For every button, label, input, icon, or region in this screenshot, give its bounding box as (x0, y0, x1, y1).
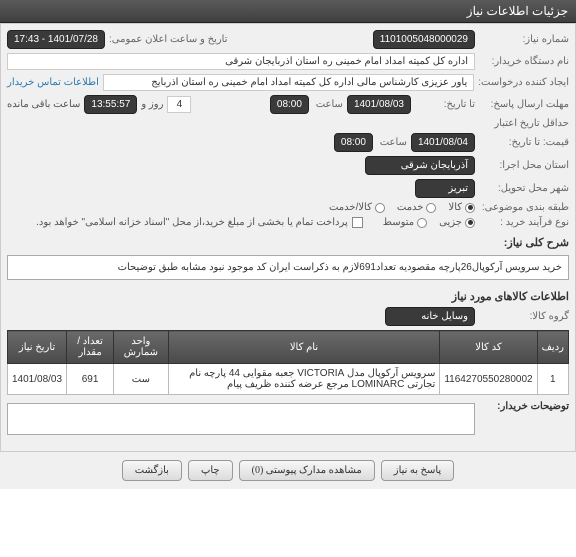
field-announce-datetime: 1401/07/28 - 17:43 (7, 30, 105, 49)
radio-partial[interactable]: جزیی (439, 217, 475, 228)
payment-note: پرداخت تمام یا بخشی از مبلغ خرید،از محل … (36, 217, 348, 228)
label-day-and: روز و (141, 99, 163, 110)
label-reply-deadline: مهلت ارسال پاسخ: (479, 99, 569, 110)
radio-goods-label: کالا (448, 202, 462, 213)
field-valid-date: 1401/08/04 (411, 133, 475, 152)
label-time-remain: ساعت باقی مانده (7, 99, 80, 110)
th-code: کد کالا (440, 331, 537, 364)
label-categorize: طبقه بندی موضوعی: (479, 202, 569, 213)
cell-idx: 1 (537, 364, 568, 395)
label-requester: ایجاد کننده درخواست: (478, 77, 569, 88)
print-button[interactable]: چاپ (188, 460, 233, 481)
contact-link[interactable]: اطلاعات تماس خریدار (7, 77, 99, 88)
category-radio-group: کالا خدمت کالا/خدمت (329, 202, 475, 213)
field-requester: یاور عزیزی کارشناس مالی اداره کل کمیته ا… (103, 74, 474, 91)
th-date: تاریخ نیاز (8, 331, 67, 364)
radio-goods[interactable]: کالا (448, 202, 475, 213)
label-exec-loc: استان محل اجرا: (479, 160, 569, 171)
label-purchase-type: نوع فرآیند خرید : (479, 217, 569, 228)
label-price-to: قیمت: تا تاریخ: (479, 137, 569, 148)
field-deadline-time: 08:00 (270, 95, 309, 114)
label-to-date: تا تاریخ: (415, 99, 475, 110)
label-buyer-notes: توضیحات خریدار: (479, 401, 569, 412)
radio-service-label: خدمت (397, 202, 424, 213)
label-at-1: ساعت (313, 99, 343, 110)
goods-table: ردیف کد کالا نام کالا واحد شمارش تعداد /… (7, 330, 569, 395)
radio-both[interactable]: کالا/خدمت (329, 202, 385, 213)
back-button[interactable]: بازگشت (122, 460, 182, 481)
table-header-row: ردیف کد کالا نام کالا واحد شمارش تعداد /… (8, 331, 569, 364)
field-valid-time: 08:00 (334, 133, 373, 152)
cell-date: 1401/08/03 (8, 364, 67, 395)
radio-dot-icon (426, 203, 436, 213)
field-deadline-date: 1401/08/03 (347, 95, 411, 114)
radio-medium[interactable]: متوسط (383, 217, 427, 228)
label-buyer-org: نام دستگاه خریدار: (479, 56, 569, 67)
cell-unit: ست (114, 364, 169, 395)
radio-dot-icon (417, 218, 427, 228)
cell-qty: 691 (67, 364, 114, 395)
cell-name: سرویس آرکوپال مدل VICTORIA جعبه مقوایی 4… (168, 364, 440, 395)
form-area: شماره نیاز: 1101005048000029 تاریخ و ساع… (0, 23, 576, 452)
label-announce-datetime: تاریخ و ساعت اعلان عمومی: (109, 34, 228, 45)
payment-checkbox[interactable] (352, 217, 363, 228)
field-need-number: 1101005048000029 (373, 30, 475, 49)
radio-dot-icon (375, 203, 385, 213)
field-buyer-notes (7, 403, 475, 435)
label-goods-title: اطلاعات کالاهای مورد نیاز (7, 286, 569, 307)
label-at-2: ساعت (377, 137, 407, 148)
th-row: ردیف (537, 331, 568, 364)
label-need-number: شماره نیاز: (479, 34, 569, 45)
purchase-type-radio-group: جزیی متوسط (383, 217, 475, 228)
radio-medium-label: متوسط (383, 217, 414, 228)
page-title: جزئیات اطلاعات نیاز (467, 4, 568, 18)
attachments-button[interactable]: مشاهده مدارک پیوستی (0) (239, 460, 375, 481)
label-goods-group: گروه کالا: (479, 311, 569, 322)
label-delivery-city: شهر محل تحویل: (479, 183, 569, 194)
page-header: جزئیات اطلاعات نیاز (0, 0, 576, 23)
th-unit: واحد شمارش (114, 331, 169, 364)
radio-dot-icon (465, 218, 475, 228)
radio-service[interactable]: خدمت (397, 202, 437, 213)
field-delivery-city: تبریز (415, 179, 475, 198)
field-description: خرید سرویس آرکوپال26پارچه مقصودیه تعداد6… (7, 255, 569, 280)
label-desc-title: شرح کلی نیاز: (7, 232, 569, 253)
radio-both-label: کالا/خدمت (329, 202, 372, 213)
th-qty: تعداد / مقدار (67, 331, 114, 364)
cell-code: 1164270550280002 (440, 364, 537, 395)
button-row: پاسخ به نیاز مشاهده مدارک پیوستی (0) چاپ… (0, 452, 576, 489)
field-days-remain: 4 (167, 96, 191, 113)
field-exec-loc: آذربایجان شرقی (365, 156, 475, 175)
radio-dot-icon (465, 203, 475, 213)
label-min-valid: حداقل تاریخ اعتبار (479, 118, 569, 129)
th-name: نام کالا (168, 331, 440, 364)
table-row: 1 1164270550280002 سرویس آرکوپال مدل VIC… (8, 364, 569, 395)
field-time-remain: 13:55:57 (84, 95, 137, 114)
reply-button[interactable]: پاسخ به نیاز (381, 460, 455, 481)
field-goods-group: وسایل خانه (385, 307, 475, 326)
radio-partial-label: جزیی (439, 217, 462, 228)
field-buyer-org: اداره کل کمیته امداد امام خمینی ره استان… (7, 53, 475, 70)
